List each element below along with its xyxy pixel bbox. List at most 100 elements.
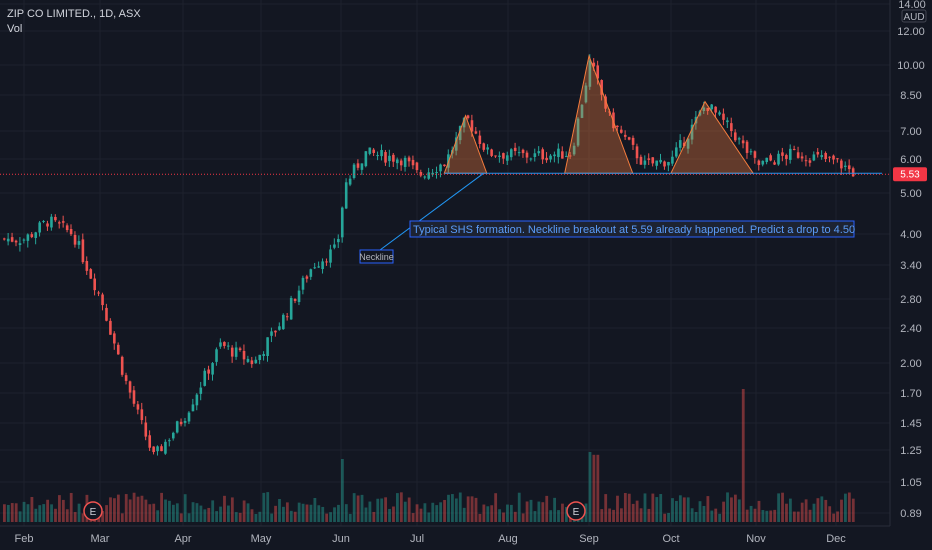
candle-body <box>415 162 419 171</box>
candle-body <box>439 164 442 172</box>
volume-bar <box>116 494 120 522</box>
candle-body <box>490 149 493 156</box>
candle-body <box>847 165 851 170</box>
volume-bar <box>647 508 651 522</box>
candle-body <box>647 158 651 160</box>
volume-bar <box>439 502 443 522</box>
note-box[interactable]: Typical SHS formation. Neckline breakout… <box>409 220 855 238</box>
volume-bar <box>388 508 391 522</box>
volume-bar <box>686 497 690 522</box>
volume-bar <box>250 509 254 522</box>
candle-body <box>427 172 431 179</box>
volume-bar <box>317 505 321 522</box>
candle-body <box>651 157 655 164</box>
candle-body <box>356 163 360 168</box>
volume-bar <box>824 499 828 522</box>
candle-body <box>513 147 517 152</box>
volume-bar <box>376 498 380 522</box>
volume-bar <box>144 499 148 522</box>
volume-bar <box>352 493 356 522</box>
volume-bar <box>22 501 26 522</box>
volume-bar <box>187 513 191 522</box>
candle-body <box>293 298 297 301</box>
neckline-label-box[interactable]: Neckline <box>359 249 394 264</box>
candle-body <box>223 342 226 346</box>
volume-bar <box>136 496 140 522</box>
candle-body <box>285 316 289 318</box>
volume-bar <box>698 501 702 522</box>
volume-bar <box>631 503 635 522</box>
volume-bar <box>655 497 659 522</box>
candle-body <box>54 216 57 221</box>
volume-bar <box>30 496 34 522</box>
volume-bar <box>179 513 183 522</box>
volume-bar <box>639 508 643 522</box>
candle-body <box>152 446 155 453</box>
candle-body <box>663 161 666 167</box>
candle-body <box>164 441 167 454</box>
price-tick-label: 3.40 <box>900 260 921 272</box>
volume-bar <box>431 502 435 522</box>
earnings-marker-mar[interactable]: E <box>83 501 103 521</box>
candle-body <box>183 420 187 423</box>
earnings-marker-aug[interactable]: E <box>566 501 586 521</box>
volume-bar <box>722 501 725 522</box>
candle-body <box>97 292 100 294</box>
note-trend-line[interactable] <box>379 172 485 251</box>
time-axis[interactable] <box>0 525 932 550</box>
candle-body <box>179 421 183 425</box>
candle-body <box>431 172 434 175</box>
candle-body <box>840 160 843 169</box>
volume-bar <box>494 493 498 522</box>
month-label: Dec <box>826 533 846 545</box>
neckline-label: Neckline <box>359 252 394 262</box>
candle-body <box>230 347 234 357</box>
volume-bar <box>313 497 317 522</box>
volume-bar <box>156 510 160 522</box>
candle-body <box>792 148 796 150</box>
candle-body <box>278 326 281 330</box>
candle-body <box>561 151 564 159</box>
volume-bar <box>384 497 388 522</box>
candle-body <box>376 155 379 157</box>
candle-body <box>537 151 541 154</box>
volume-bar <box>820 496 824 522</box>
month-label: Jul <box>410 533 424 545</box>
volume-bar <box>812 503 816 522</box>
volume-bar <box>266 492 270 522</box>
volume-bar <box>270 513 274 522</box>
volume-bar <box>297 502 301 522</box>
candle-body <box>65 225 69 231</box>
volume-bar <box>215 511 219 522</box>
candle-body <box>105 307 108 321</box>
volume-bar <box>211 500 215 522</box>
candle-body <box>321 261 324 270</box>
price-tick-label: 5.00 <box>900 188 921 200</box>
candle-body <box>274 330 277 333</box>
volume-bar <box>337 504 340 522</box>
candle-body <box>227 345 230 347</box>
candle-body <box>317 266 320 268</box>
candle-body <box>175 421 179 433</box>
candle-body <box>18 243 22 245</box>
month-label: Oct <box>662 533 679 545</box>
volume-bar <box>6 504 10 522</box>
candle-body <box>686 138 690 149</box>
shs-pattern-shapes[interactable] <box>443 54 755 174</box>
volume-bar <box>714 508 718 522</box>
horizontal-grid <box>0 3 890 514</box>
candle-body <box>733 132 737 141</box>
candle-body <box>42 220 45 222</box>
volume-bar <box>38 505 42 522</box>
candle-body <box>411 159 415 166</box>
volume-bar <box>54 508 57 522</box>
volume-bar <box>325 513 329 522</box>
volume-bar <box>533 511 537 522</box>
price-axis[interactable] <box>889 0 932 526</box>
candle-body <box>289 298 293 320</box>
candle-body <box>435 172 438 174</box>
candle-body <box>557 148 560 158</box>
